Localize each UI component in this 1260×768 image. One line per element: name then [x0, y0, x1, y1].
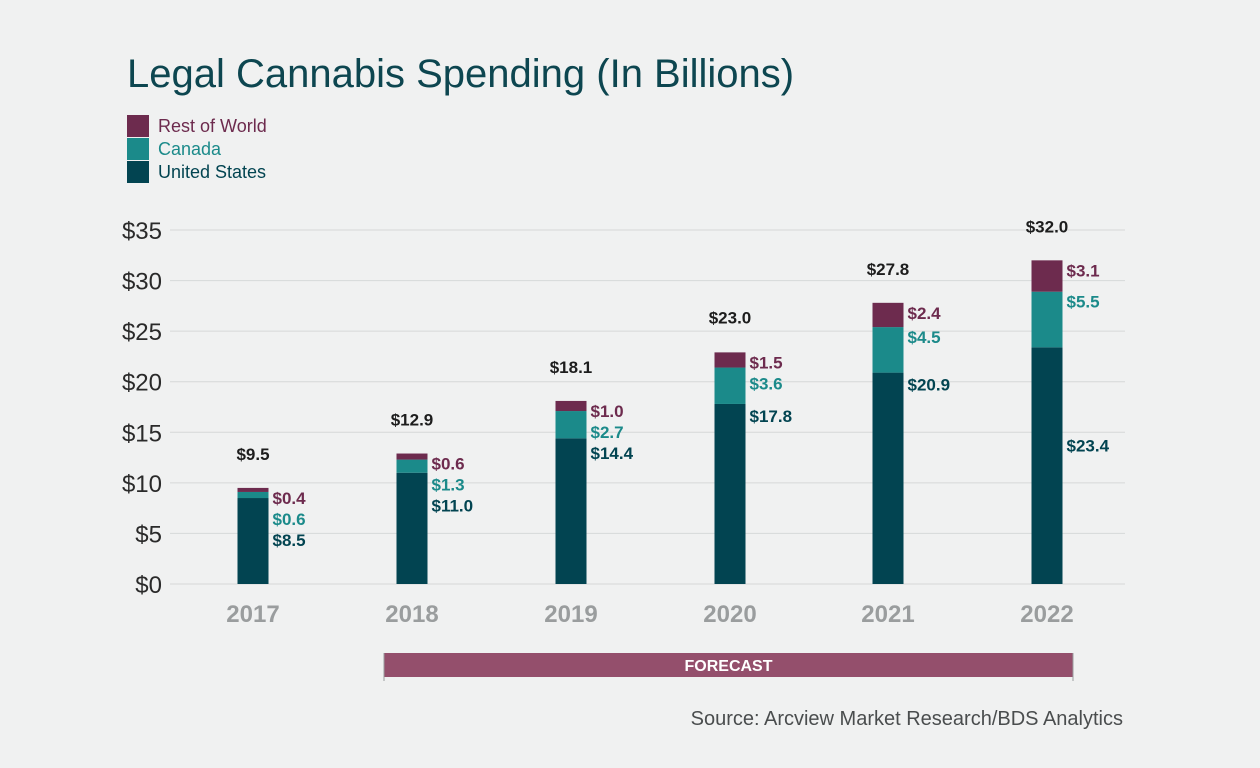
- data-label-rest-of-world: $2.4: [908, 304, 942, 323]
- x-tick-label: 2021: [861, 601, 914, 628]
- data-label-united-states: $14.4: [591, 444, 634, 463]
- bar-segment-united-states: [1031, 347, 1063, 584]
- total-label: $27.8: [867, 260, 910, 279]
- data-label-rest-of-world: $1.0: [591, 402, 624, 421]
- total-label: $9.5: [236, 445, 269, 464]
- bar-segment-canada: [396, 459, 428, 473]
- bar-segment-canada: [237, 491, 269, 499]
- y-tick-label: $20: [122, 370, 162, 397]
- legend-swatch-rest-of-world: [127, 115, 149, 137]
- bar-segment-united-states: [714, 403, 746, 584]
- data-label-canada: $2.7: [591, 423, 624, 442]
- y-tick-label: $30: [122, 269, 162, 296]
- data-label-united-states: $8.5: [273, 531, 306, 550]
- data-label-rest-of-world: $3.1: [1067, 261, 1100, 280]
- y-tick-label: $35: [122, 218, 162, 245]
- total-label: $12.9: [391, 411, 434, 430]
- y-tick-label: $25: [122, 319, 162, 346]
- bar-segment-rest-of-world: [237, 487, 269, 492]
- bar-segment-united-states: [872, 372, 904, 584]
- data-label-canada: $1.3: [432, 476, 465, 495]
- bar-segment-united-states: [396, 472, 428, 584]
- x-tick-label: 2019: [544, 601, 597, 628]
- data-label-canada: $4.5: [908, 328, 941, 347]
- bar-segment-canada: [1031, 291, 1063, 348]
- forecast-band: [384, 653, 1073, 677]
- source-note: Source: Arcview Market Research/BDS Anal…: [691, 708, 1123, 730]
- x-tick-label: 2017: [226, 601, 279, 628]
- x-tick-label: 2018: [385, 601, 438, 628]
- data-label-united-states: $11.0: [432, 497, 474, 516]
- y-tick-label: $10: [122, 471, 162, 498]
- bar-segment-rest-of-world: [714, 352, 746, 368]
- legend-label-canada: Canada: [158, 139, 222, 159]
- bar-segment-canada: [872, 327, 904, 373]
- data-label-canada: $5.5: [1067, 293, 1100, 312]
- bar-segment-united-states: [237, 498, 269, 584]
- x-tick-label: 2020: [703, 601, 756, 628]
- bar-segment-rest-of-world: [555, 400, 587, 412]
- bar-segment-rest-of-world: [396, 453, 428, 460]
- total-label: $32.0: [1026, 217, 1069, 236]
- forecast-label: FORECAST: [685, 658, 773, 675]
- chart-title: Legal Cannabis Spending (In Billions): [127, 52, 794, 96]
- y-tick-label: $0: [135, 572, 162, 599]
- data-label-rest-of-world: $1.5: [750, 353, 783, 372]
- legend-label-rest-of-world: Rest of World: [158, 116, 267, 136]
- total-label: $18.1: [550, 358, 593, 377]
- data-label-rest-of-world: $0.6: [432, 455, 465, 474]
- bar-segment-rest-of-world: [1031, 260, 1063, 292]
- bar-segment-canada: [555, 411, 587, 439]
- legend-swatch-canada: [127, 138, 149, 160]
- data-label-canada: $0.6: [273, 510, 306, 529]
- data-label-united-states: $20.9: [908, 376, 951, 395]
- bar-segment-united-states: [555, 438, 587, 584]
- bar-segment-rest-of-world: [872, 302, 904, 328]
- data-label-rest-of-world: $0.4: [273, 489, 307, 508]
- legend-swatch-united-states: [127, 161, 149, 183]
- data-label-united-states: $23.4: [1067, 437, 1110, 456]
- y-tick-label: $15: [122, 420, 162, 447]
- legend-label-united-states: United States: [158, 162, 266, 182]
- x-tick-label: 2022: [1020, 601, 1073, 628]
- y-tick-label: $5: [135, 521, 162, 548]
- data-label-united-states: $17.8: [750, 407, 793, 426]
- total-label: $23.0: [709, 308, 752, 327]
- data-label-canada: $3.6: [750, 374, 783, 393]
- bar-segment-canada: [714, 367, 746, 404]
